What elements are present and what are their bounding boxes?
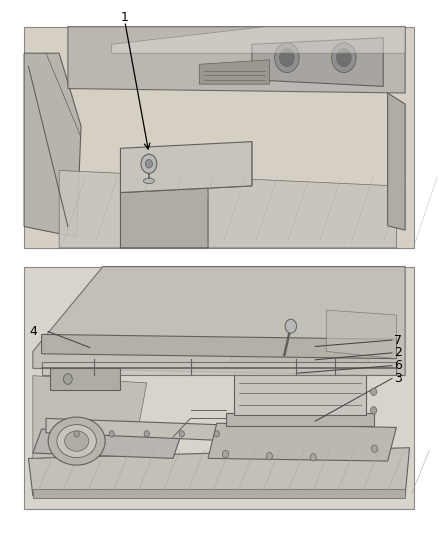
Circle shape — [144, 431, 149, 437]
Text: 7: 7 — [394, 334, 402, 346]
Polygon shape — [42, 334, 396, 359]
Ellipse shape — [64, 431, 88, 451]
Text: 3: 3 — [394, 372, 402, 385]
Polygon shape — [388, 93, 405, 230]
Polygon shape — [42, 362, 396, 375]
Polygon shape — [68, 27, 405, 93]
Circle shape — [275, 43, 299, 72]
Ellipse shape — [57, 425, 96, 458]
Polygon shape — [46, 418, 265, 442]
FancyBboxPatch shape — [24, 27, 414, 248]
Text: 1: 1 — [121, 11, 129, 23]
Polygon shape — [50, 368, 120, 390]
Circle shape — [266, 453, 272, 460]
Polygon shape — [33, 266, 405, 376]
Circle shape — [223, 450, 229, 458]
Circle shape — [371, 388, 377, 395]
Polygon shape — [24, 53, 81, 237]
Circle shape — [310, 454, 316, 461]
Circle shape — [371, 407, 377, 414]
Polygon shape — [120, 142, 252, 248]
Polygon shape — [208, 423, 396, 461]
Circle shape — [279, 49, 294, 67]
Circle shape — [332, 43, 356, 72]
Ellipse shape — [143, 178, 154, 183]
Polygon shape — [59, 171, 396, 248]
Polygon shape — [230, 354, 370, 370]
Polygon shape — [252, 38, 383, 86]
Circle shape — [141, 154, 157, 173]
Circle shape — [109, 431, 114, 437]
Polygon shape — [33, 489, 405, 498]
Polygon shape — [234, 370, 366, 415]
FancyBboxPatch shape — [24, 266, 414, 509]
Polygon shape — [199, 60, 269, 84]
Polygon shape — [33, 376, 147, 458]
Circle shape — [371, 445, 378, 453]
Polygon shape — [226, 413, 374, 426]
Circle shape — [145, 159, 152, 168]
Polygon shape — [120, 142, 252, 192]
Ellipse shape — [48, 417, 105, 465]
Circle shape — [74, 431, 79, 437]
Text: 2: 2 — [394, 346, 402, 359]
Polygon shape — [28, 448, 410, 496]
Text: 4: 4 — [29, 325, 37, 338]
Circle shape — [285, 319, 297, 333]
Text: 6: 6 — [394, 359, 402, 372]
Circle shape — [64, 374, 72, 384]
Circle shape — [336, 49, 351, 67]
Polygon shape — [33, 429, 182, 458]
Polygon shape — [112, 27, 405, 53]
Polygon shape — [326, 310, 396, 359]
Circle shape — [179, 431, 184, 437]
Circle shape — [214, 431, 219, 437]
